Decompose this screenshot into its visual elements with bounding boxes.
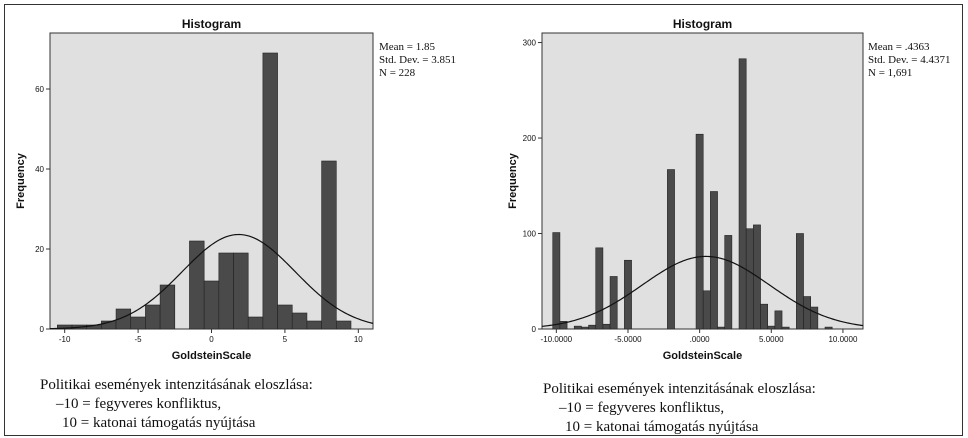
histogram-left-svg: Histogram 0 20 40 60 -10 -5 0 5 10 GoldsteinScale F… <box>15 17 374 362</box>
caption-line: Politikai események intenzitásának elosz… <box>543 381 816 397</box>
y-tick-label: 40 <box>35 165 44 174</box>
histogram-bar <box>218 252 234 330</box>
stats-std: Std. Dev. = 3.851 <box>379 54 456 66</box>
histogram-bar <box>335 320 352 330</box>
histogram-bar <box>595 247 604 330</box>
histogram-bar <box>774 310 783 330</box>
x-axis-label: GoldsteinScale <box>663 350 742 362</box>
histogram-bar <box>695 133 704 330</box>
histogram-right-svg: Histogram 0 100 200 300 -10.0000 -5.0000 .0000 5… <box>507 17 864 362</box>
histogram-bar <box>824 326 833 330</box>
x-axis-label: GoldsteinScale <box>172 350 251 362</box>
y-tick-label: 0 <box>40 325 45 334</box>
histogram-bar <box>233 252 249 330</box>
y-tick-label: 0 <box>532 325 537 334</box>
histogram-bar <box>760 303 769 330</box>
chart-title: Histogram <box>673 17 732 31</box>
histogram-bar <box>717 326 726 330</box>
y-tick-label: 200 <box>523 134 537 143</box>
histogram-bar <box>781 326 790 330</box>
histogram-bar <box>767 325 776 330</box>
y-tick-label: 300 <box>523 39 537 48</box>
y-tick-label: 20 <box>35 245 44 254</box>
histogram-bar <box>667 169 675 330</box>
x-tick-label: -10 <box>59 335 71 344</box>
histogram-bar <box>306 320 322 330</box>
histogram-bar <box>738 58 747 330</box>
histogram-bar <box>803 296 811 330</box>
histogram-bar <box>277 304 293 330</box>
x-tick-label: -10.0000 <box>541 335 573 344</box>
caption-line: –10 = fegyveres konfliktus, <box>559 400 725 416</box>
stats-std: Std. Dev. = 4.4371 <box>868 54 951 66</box>
histogram-bar <box>203 280 220 330</box>
histogram-bar <box>145 304 161 330</box>
x-tick-label: -5.0000 <box>614 335 642 344</box>
stats-left: Mean = 1.85 Std. Dev. = 3.851 N = 228 <box>379 41 456 80</box>
histogram-bar <box>710 191 718 330</box>
y-axis-label: Frequency <box>507 152 519 209</box>
histogram-bar <box>559 321 568 330</box>
histogram-bar <box>552 232 561 330</box>
y-axis-label: Frequency <box>15 152 27 209</box>
histogram-bar <box>573 325 582 330</box>
histogram-bar <box>291 312 308 330</box>
histogram-left: Histogram 0 20 40 60 -10 -5 0 5 10 GoldsteinScale F… <box>8 6 488 366</box>
caption-line: 10 = katonai támogatás nyújtása <box>565 419 759 435</box>
x-tick-label: 0 <box>209 335 214 344</box>
histogram-bar <box>796 233 804 330</box>
histogram-bar <box>602 323 611 330</box>
y-tick-label: 60 <box>35 85 44 94</box>
histogram-bar <box>262 52 278 330</box>
caption-line: –10 = fegyveres konfliktus, <box>56 396 222 412</box>
stats-n: N = 228 <box>379 67 416 79</box>
x-tick-label: .0000 <box>690 335 711 344</box>
stats-mean: Mean = 1.85 <box>379 41 435 53</box>
histogram-bar <box>581 326 589 330</box>
caption-line: 10 = katonai támogatás nyújtása <box>62 415 256 431</box>
stats-right: Mean = .4363 Std. Dev. = 4.4371 N = 1,69… <box>868 41 951 80</box>
stats-n: N = 1,691 <box>868 67 913 79</box>
histogram-bar <box>702 290 711 330</box>
normal-curve <box>541 255 864 327</box>
histogram-bar <box>321 160 337 330</box>
histogram-bar <box>189 240 205 330</box>
histogram-bar <box>609 276 618 330</box>
caption-right: Politikai események intenzitásának elosz… <box>543 380 816 437</box>
figure-frame <box>4 4 963 436</box>
plot-area <box>49 32 374 330</box>
histogram-bar <box>247 316 264 330</box>
caption-left: Politikai események intenzitásának elosz… <box>40 376 313 433</box>
histogram-right: Histogram 0 100 200 300 -10.0000 -5.0000 .0000 5… <box>500 6 960 366</box>
normal-curve <box>49 233 374 330</box>
histogram-bar <box>810 306 819 330</box>
x-tick-label: 10 <box>354 335 363 344</box>
histogram-bar <box>159 284 176 330</box>
x-tick-label: 5.0000 <box>759 335 784 344</box>
x-tick-label: 10.0000 <box>828 335 857 344</box>
x-tick-label: 5 <box>283 335 288 344</box>
y-tick-label: 100 <box>523 230 537 239</box>
x-tick-label: -5 <box>135 335 143 344</box>
chart-title: Histogram <box>182 17 241 31</box>
histogram-bar <box>724 235 733 330</box>
histogram-bar <box>588 324 597 330</box>
caption-line: Politikai események intenzitásának elosz… <box>40 377 313 393</box>
histogram-bar <box>745 228 754 330</box>
stats-mean: Mean = .4363 <box>868 41 930 53</box>
histogram-bar <box>130 316 146 330</box>
